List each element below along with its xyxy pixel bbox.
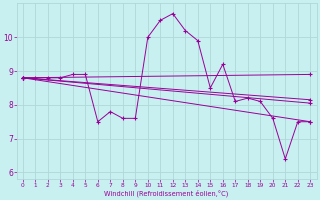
X-axis label: Windchill (Refroidissement éolien,°C): Windchill (Refroidissement éolien,°C) <box>104 189 229 197</box>
